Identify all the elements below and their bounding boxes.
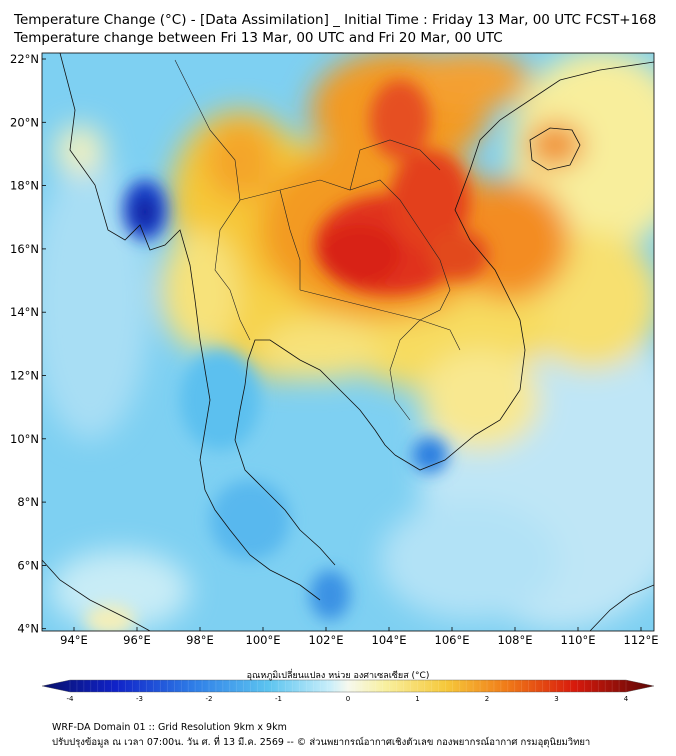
lon-tick-label: 106°E (435, 633, 470, 647)
plot-frame (41, 52, 655, 632)
footer-model-info: WRF-DA Domain 01 :: Grid Resolution 9km … (52, 722, 287, 733)
lon-tick-label: 108°E (498, 633, 533, 647)
lon-tick-label: 94°E (60, 633, 88, 647)
lon-tick-label: 104°E (372, 633, 407, 647)
latitude-axis: 22°N 20°N 18°N 16°N 14°N 12°N 10°N 8°N 6°N 4°N (10, 52, 46, 636)
colorbar-tick-label: -2 (206, 695, 213, 703)
lat-tick-label: 12°N (10, 369, 39, 383)
coastlines (42, 53, 654, 631)
colorbar-tick-label: 2 (485, 695, 489, 703)
colorbar-tick-label: -4 (67, 695, 75, 703)
lat-tick-label: 18°N (10, 179, 39, 193)
longitude-axis: 94°E 96°E 98°E 100°E 102°E 104°E 106°E 108°E 110… (60, 627, 658, 647)
lon-tick-label: 102°E (309, 633, 344, 647)
colorbar-tick-label: -3 (136, 695, 143, 703)
colorbar: -4 -3 -2 -1 0 1 2 3 4 (41, 679, 655, 703)
footer-credits: ปรับปรุงข้อมูล ณ เวลา 07:00น. วัน ศ. ที่… (52, 737, 591, 748)
colorbar-tick-label: 4 (624, 695, 629, 703)
lat-tick-label: 8°N (17, 495, 39, 509)
lon-tick-label: 100°E (246, 633, 281, 647)
colorbar-tick-label: -1 (275, 695, 282, 703)
lat-tick-label: 4°N (17, 622, 39, 636)
lat-tick-label: 6°N (17, 558, 39, 572)
map-title: Temperature Change (°C) - [Data Assimila… (14, 12, 657, 28)
lon-tick-label: 110°E (561, 633, 596, 647)
lon-tick-label: 112°E (624, 633, 659, 647)
lon-tick-label: 98°E (186, 633, 214, 647)
colorbar-tick-label: 1 (415, 695, 419, 703)
colorbar-tick-label: 0 (346, 695, 350, 703)
lat-tick-label: 14°N (10, 305, 39, 319)
map-subtitle: Temperature change between Fri 13 Mar, 0… (14, 30, 503, 46)
lat-tick-label: 10°N (10, 432, 39, 446)
lat-tick-label: 16°N (10, 242, 39, 256)
temperature-field (42, 53, 654, 631)
lon-tick-label: 96°E (123, 633, 151, 647)
lat-tick-label: 22°N (10, 52, 39, 66)
lat-tick-label: 20°N (10, 115, 39, 129)
borders (174, 59, 461, 421)
colorbar-tick-label: 3 (554, 695, 558, 703)
colorbar-label: อุณหภูมิเปลี่ยนแปลง หน่วย องศาเซลเซียส (… (246, 671, 430, 681)
